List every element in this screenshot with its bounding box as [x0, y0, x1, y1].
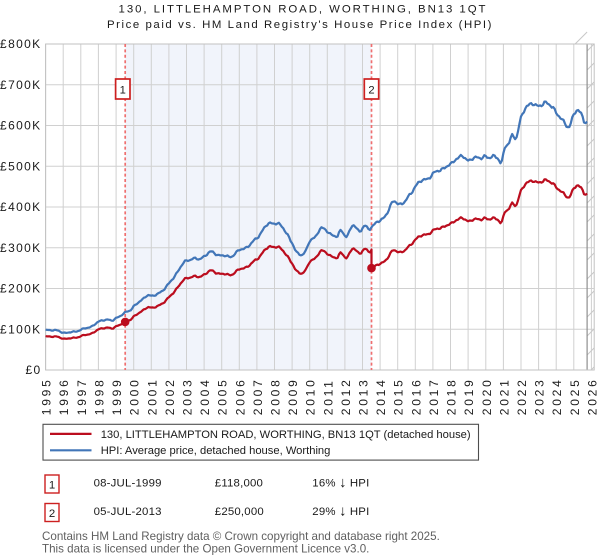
svg-text:1998: 1998: [92, 377, 106, 415]
svg-text:2012: 2012: [339, 377, 353, 415]
svg-text:£250,000: £250,000: [215, 506, 264, 518]
svg-text:16% ↓ HPI: 16% ↓ HPI: [312, 475, 369, 491]
svg-text:2000: 2000: [128, 377, 142, 415]
svg-text:05-JUL-2013: 05-JUL-2013: [94, 506, 162, 518]
svg-text:£800K: £800K: [0, 37, 41, 51]
svg-text:2024: 2024: [550, 377, 564, 415]
svg-text:2017: 2017: [427, 377, 441, 415]
svg-text:2026: 2026: [585, 377, 599, 415]
svg-text:130, LITTLEHAMPTON ROAD, WORTH: 130, LITTLEHAMPTON ROAD, WORTHING, BN13 …: [101, 429, 471, 441]
svg-text:2002: 2002: [163, 377, 177, 415]
svg-text:2008: 2008: [269, 377, 283, 415]
svg-text:This data is licensed under th: This data is licensed under the Open Gov…: [42, 543, 369, 556]
svg-text:1: 1: [49, 479, 55, 491]
svg-text:£500K: £500K: [0, 159, 41, 173]
svg-text:£600K: £600K: [0, 119, 41, 133]
svg-text:130, LITTLEHAMPTON ROAD, WORTH: 130, LITTLEHAMPTON ROAD, WORTHING, BN13 …: [119, 4, 488, 16]
svg-text:2007: 2007: [251, 377, 265, 415]
svg-text:£400K: £400K: [0, 200, 41, 214]
svg-text:2019: 2019: [462, 377, 476, 415]
svg-text:2022: 2022: [515, 377, 529, 415]
svg-text:2020: 2020: [480, 377, 494, 415]
svg-text:2023: 2023: [533, 377, 547, 415]
svg-text:1996: 1996: [57, 377, 71, 415]
svg-text:1995: 1995: [40, 377, 54, 415]
svg-text:2015: 2015: [392, 377, 406, 415]
svg-text:2001: 2001: [145, 377, 159, 415]
svg-text:£200K: £200K: [0, 282, 41, 296]
svg-text:2003: 2003: [181, 377, 195, 415]
svg-text:2016: 2016: [409, 377, 423, 415]
svg-text:1: 1: [120, 84, 126, 96]
svg-text:2025: 2025: [568, 377, 582, 415]
svg-text:Contains HM Land Registry data: Contains HM Land Registry data © Crown c…: [42, 530, 440, 543]
svg-text:1997: 1997: [75, 377, 89, 415]
svg-text:2004: 2004: [198, 377, 212, 415]
svg-text:2006: 2006: [233, 377, 247, 415]
svg-text:Price paid vs. HM Land Registr: Price paid vs. HM Land Registry's House …: [107, 19, 493, 31]
svg-text:£118,000: £118,000: [215, 477, 263, 489]
svg-text:£0: £0: [25, 363, 41, 377]
svg-text:2014: 2014: [374, 377, 388, 415]
svg-text:2021: 2021: [497, 377, 511, 415]
svg-text:2018: 2018: [445, 377, 459, 415]
svg-text:2: 2: [49, 508, 55, 520]
svg-text:1999: 1999: [110, 377, 124, 415]
svg-text:2011: 2011: [321, 378, 335, 415]
svg-text:£100K: £100K: [0, 322, 41, 336]
svg-text:£700K: £700K: [0, 78, 41, 92]
svg-text:2009: 2009: [286, 377, 300, 415]
svg-text:2005: 2005: [216, 377, 230, 415]
svg-text:£300K: £300K: [0, 241, 41, 255]
svg-text:2010: 2010: [304, 377, 318, 415]
svg-text:29% ↓ HPI: 29% ↓ HPI: [312, 503, 369, 519]
svg-text:HPI: Average price, detached h: HPI: Average price, detached house, Wort…: [101, 445, 331, 457]
svg-text:2: 2: [368, 84, 374, 96]
svg-text:2013: 2013: [357, 377, 371, 415]
svg-text:08-JUL-1999: 08-JUL-1999: [94, 477, 162, 489]
